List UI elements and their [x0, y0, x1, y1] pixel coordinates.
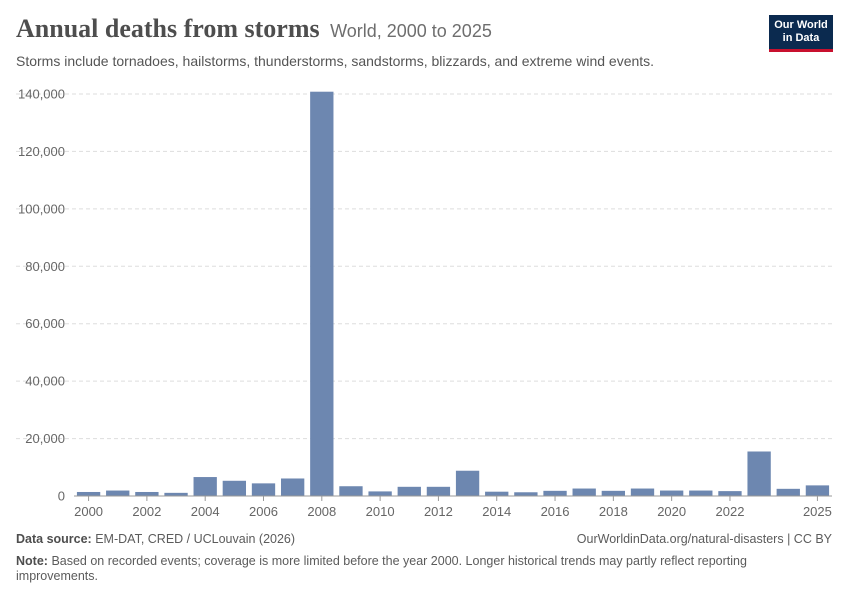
y-tick-label: 80,000	[25, 259, 65, 274]
x-tick-label: 2014	[482, 504, 511, 519]
y-tick-label: 40,000	[25, 374, 65, 389]
bar-2011	[397, 486, 421, 496]
source-label: Data source:	[16, 532, 92, 546]
x-tick-label: 2018	[599, 504, 628, 519]
logo-line2: in Data	[782, 32, 820, 44]
source-url[interactable]: OurWorldinData.org/natural-disasters | C…	[576, 532, 832, 546]
x-tick-label: 2008	[307, 504, 336, 519]
x-tick-label: 2000	[74, 504, 103, 519]
bar-2013	[455, 470, 480, 496]
x-tick-label: 2012	[424, 504, 453, 519]
bar-2018	[601, 490, 626, 496]
bar-2021	[689, 490, 713, 496]
x-tick-label: 2010	[366, 504, 395, 519]
bar-2010	[368, 491, 392, 496]
bar-2002	[135, 491, 159, 496]
title-row: Annual deaths from storms World, 2000 to…	[16, 14, 492, 44]
x-tick-label: 2022	[716, 504, 745, 519]
bar-2023	[747, 451, 771, 496]
bar-2000	[76, 491, 101, 496]
bar-2014	[485, 491, 509, 496]
bar-2022	[718, 491, 742, 496]
bar-2019	[630, 488, 655, 496]
y-tick-label: 20,000	[25, 431, 65, 446]
x-tick-label: 2020	[657, 504, 686, 519]
bar-2009	[339, 486, 363, 496]
y-tick-label: 100,000	[18, 201, 65, 216]
bar-2003	[164, 492, 188, 496]
chart-title: Annual deaths from storms	[16, 14, 320, 43]
bar-2016	[543, 490, 567, 496]
note-label: Note:	[16, 554, 48, 568]
footnote: Note: Based on recorded events; coverage…	[16, 554, 796, 584]
bar-2004	[193, 477, 217, 496]
bar-2007	[280, 478, 305, 496]
owid-logo[interactable]: Our World in Data	[769, 15, 833, 52]
x-tick-label: 2004	[191, 504, 220, 519]
bar-2008	[310, 91, 334, 497]
y-tick-label: 0	[58, 489, 65, 504]
bar-2020	[659, 490, 684, 496]
x-tick-label: 2006	[249, 504, 278, 519]
data-source: Data source: EM-DAT, CRED / UCLouvain (2…	[16, 532, 295, 546]
bar-2012	[426, 486, 451, 496]
y-tick-label: 140,000	[18, 87, 65, 102]
bar-2015	[514, 492, 538, 496]
chart-subtitle-inline: World, 2000 to 2025	[330, 21, 492, 41]
y-tick-label: 120,000	[18, 144, 65, 159]
x-tick-label: 2025	[803, 504, 832, 519]
y-tick-label: 60,000	[25, 316, 65, 331]
note-text: Based on recorded events; coverage is mo…	[16, 554, 747, 583]
bar-2017	[572, 488, 596, 496]
bar-2001	[106, 490, 130, 496]
bar-chart: 0 20,000 40,000 60,000 80,000 100,000 120,000 1…	[16, 87, 832, 519]
logo-line1: Our World	[774, 19, 828, 31]
x-tick-label: 2016	[541, 504, 570, 519]
x-tick-label: 2002	[132, 504, 161, 519]
chart-subtitle: Storms include tornadoes, hailstorms, th…	[16, 53, 655, 69]
bar-2024	[776, 488, 800, 496]
bar-2025	[805, 485, 830, 496]
source-text[interactable]: EM-DAT, CRED / UCLouvain (2026)	[95, 532, 296, 546]
bar-2006	[251, 483, 276, 496]
bar-2005	[222, 480, 247, 496]
